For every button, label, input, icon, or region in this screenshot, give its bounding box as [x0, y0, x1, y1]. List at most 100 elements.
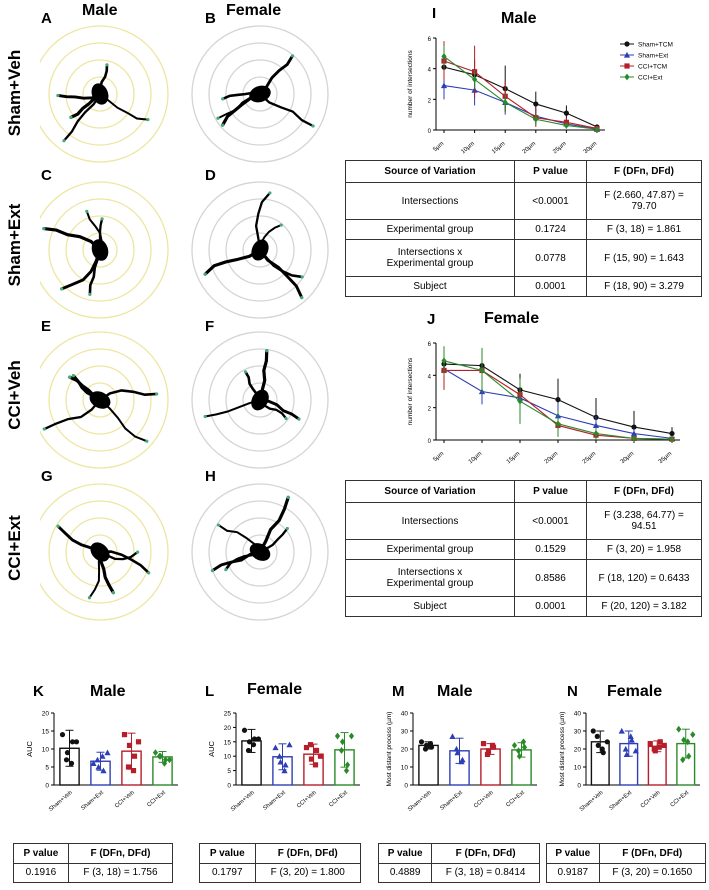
y-tick-label: 30 [401, 729, 409, 736]
sholl-cell [40, 25, 169, 163]
x-tick-label: CCI+Ext [328, 790, 349, 809]
data-point [100, 767, 107, 774]
small-table-header: P value [13, 843, 69, 864]
data-point [632, 747, 639, 754]
sholl-ring [208, 42, 312, 146]
panel-j-title: Female [484, 310, 540, 327]
process-tip [85, 209, 89, 213]
process-tip [286, 495, 290, 499]
x-tick-label: 30µm [620, 451, 635, 465]
small-table-n: P value F (DFn, DFd) 0.9187 F (3, 20) = 0.… [546, 843, 707, 883]
sholl-cell [191, 25, 329, 163]
x-tick-label: Sham+Veh [579, 790, 605, 813]
process-tip [145, 439, 149, 443]
panel-letter-G: G [41, 468, 53, 485]
table-cell-line: Intersections x [397, 247, 463, 259]
process-tip [203, 272, 207, 276]
y-tick-label: 30 [574, 729, 582, 736]
panel-letter-N: N [567, 683, 578, 700]
panel-letter-M: M [392, 683, 405, 700]
sholl-ring [82, 76, 118, 112]
data-point [484, 751, 491, 757]
data-point [250, 742, 257, 748]
process-tip [87, 596, 92, 600]
data-point [521, 743, 528, 751]
sholl-cell [191, 483, 329, 621]
process-tip [265, 349, 269, 353]
table-row: Intersections x Experimental group 0.0778… [345, 238, 702, 278]
small-table-m: P value F (DFn, DFd) 0.4889 F (3, 18) = 0.… [377, 843, 540, 883]
cell-process [216, 93, 261, 120]
male-column-title: Male [82, 2, 118, 19]
table-cell: Subject [345, 276, 515, 297]
data-point [131, 753, 138, 759]
process-tip [243, 370, 248, 374]
row-label-sham-veh: Sham+Veh [5, 49, 24, 137]
x-tick-label: 10µm [460, 141, 475, 155]
data-point [152, 749, 159, 756]
bar [418, 744, 439, 786]
data-point [156, 752, 163, 760]
data-point [669, 435, 675, 443]
small-table-header: F (DFn, DFd) [431, 843, 540, 864]
panel-letter-J: J [427, 311, 436, 328]
x-tick-label: CCI+Ext [670, 790, 691, 809]
x-tick-label: Sham+Ext [609, 790, 634, 812]
cell-process [204, 399, 261, 418]
small-table-header: F (DFn, DFd) [67, 843, 174, 864]
small-table-header: F (DFn, DFd) [254, 843, 362, 864]
x-tick-label: CCI+Veh [296, 790, 318, 810]
data-point [593, 430, 599, 437]
chart-l-bar: 0 5 10 15 20 25 AUC Sham+Veh Sham+Ext CCI+Veh CCI+… [207, 711, 360, 813]
small-table-cell: 0.4889 [377, 862, 433, 883]
data-point [599, 746, 605, 752]
data-point [125, 764, 132, 770]
sholl-ring [191, 181, 329, 319]
series-Sham+TCM [441, 54, 600, 130]
process-tip [300, 275, 304, 279]
data-point [348, 732, 355, 740]
data-point [680, 756, 686, 764]
table-cell: <0.0001 [514, 501, 587, 541]
data-point [251, 736, 258, 742]
sholl-ring [225, 517, 295, 587]
data-point [479, 367, 485, 374]
legend-label: Sham+TCM [638, 42, 673, 49]
data-point [449, 733, 456, 739]
data-point [661, 742, 667, 748]
y-tick-label: 25 [224, 711, 232, 718]
data-point [245, 747, 252, 754]
y-tick-label: 2 [428, 407, 432, 413]
data-point [312, 762, 319, 768]
process-tip [147, 571, 151, 575]
panel-letter-H: H [205, 468, 216, 485]
data-point [595, 742, 601, 748]
table-row: Subject 0.0001 F (20, 120) = 3.182 [345, 596, 702, 617]
table-cell: F (3.238, 64.77) = 94.51 [586, 501, 702, 541]
y-tick-label: 0 [45, 783, 49, 790]
x-tick-label: 30µm [583, 141, 598, 155]
cell-process [85, 210, 103, 251]
process-tip [203, 414, 207, 419]
data-point [272, 744, 279, 751]
series-line [443, 60, 598, 130]
small-table-l: P value F (DFn, DFd) 0.1797 F (3, 20) = 1.… [199, 843, 362, 883]
data-point [480, 741, 487, 747]
row-label-cci-veh: CCI+Veh [5, 360, 24, 430]
sholl-ring [48, 42, 152, 146]
cell-process [244, 370, 262, 402]
small-table-cell: F (3, 18) = 0.8414 [431, 862, 540, 883]
x-tick-label: CCI+Veh [640, 790, 662, 810]
x-tick-label: 25µm [552, 141, 567, 155]
sholl-ring [48, 198, 152, 302]
cell-process [258, 527, 289, 554]
data-point [563, 110, 569, 116]
process-tip [155, 392, 159, 396]
cell-process [43, 398, 102, 431]
cell-process [217, 524, 261, 553]
process-tip [216, 523, 221, 527]
data-point [441, 357, 447, 365]
y-tick-label: 20 [42, 711, 50, 718]
process-tip [221, 97, 225, 101]
data-point [681, 736, 687, 744]
